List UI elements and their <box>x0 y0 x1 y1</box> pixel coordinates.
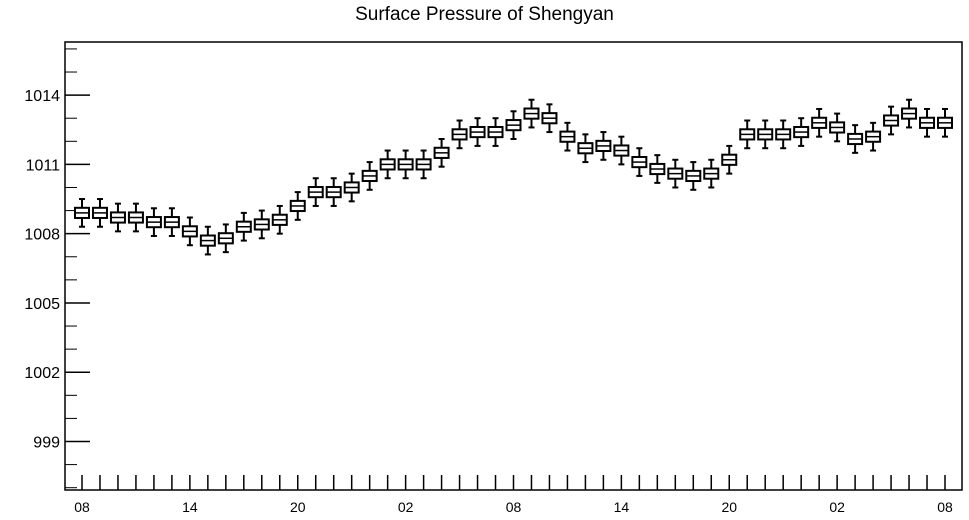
box-item <box>127 202 144 233</box>
box-item <box>307 177 324 207</box>
box-item <box>91 198 108 228</box>
box-item <box>199 225 216 256</box>
box-item <box>811 107 828 138</box>
box-item <box>163 207 180 237</box>
y-tick-label: 1014 <box>24 88 60 105</box>
box-item <box>505 110 522 140</box>
box-item <box>433 137 450 168</box>
box-item <box>451 119 468 150</box>
box-item <box>289 191 306 221</box>
box-item <box>721 144 738 175</box>
x-axis: 08 14 20 02 08 14 20 02 08 <box>74 475 953 515</box>
box-item <box>775 119 792 150</box>
y-tick-label: 1008 <box>24 227 60 244</box>
box-item <box>757 119 774 150</box>
box-item <box>613 135 630 166</box>
box-item <box>685 161 702 191</box>
box-item <box>253 209 270 240</box>
box-item <box>145 207 162 237</box>
box-item <box>217 223 234 254</box>
box-item <box>235 211 252 242</box>
box-item <box>74 198 90 228</box>
box-item <box>703 158 720 189</box>
box-item <box>415 149 432 180</box>
x-tick-label: 08 <box>937 499 953 515</box>
box-item <box>397 149 414 180</box>
box-item <box>541 103 558 134</box>
x-tick-label: 08 <box>506 499 522 515</box>
y-axis: 999 1002 1005 1008 1011 1014 <box>24 48 90 489</box>
box-item <box>523 98 540 129</box>
x-tick-label: 08 <box>74 499 90 515</box>
x-tick-label: 14 <box>182 499 198 515</box>
box-item <box>919 107 936 138</box>
box-item <box>487 117 504 147</box>
box-item <box>325 177 342 207</box>
x-tick-label: 14 <box>614 499 630 515</box>
plot-frame <box>64 41 963 491</box>
x-tick-label: 02 <box>398 499 414 515</box>
box-item <box>577 133 594 164</box>
box-item <box>379 149 396 180</box>
chart-title: Surface Pressure of Shengyan <box>355 4 614 25</box>
x-tick-label: 20 <box>721 499 737 515</box>
box-item <box>865 121 882 152</box>
y-tick-label: 999 <box>33 435 60 452</box>
y-tick-label: 1011 <box>26 157 61 174</box>
box-item <box>883 105 900 136</box>
y-tick-label: 1002 <box>24 365 60 382</box>
box-item <box>901 98 918 129</box>
box-item <box>559 121 576 152</box>
x-tick-label: 20 <box>290 499 306 515</box>
box-item <box>631 147 648 177</box>
box-item <box>649 154 666 184</box>
box-item <box>667 158 684 189</box>
box-item <box>829 112 846 143</box>
box-item <box>109 202 126 233</box>
box-item <box>937 107 953 138</box>
box-item <box>271 204 288 235</box>
box-item <box>847 124 864 154</box>
y-tick-label: 1005 <box>24 296 60 313</box>
box-item <box>469 117 486 147</box>
box-item <box>343 172 360 203</box>
boxes <box>74 98 953 256</box>
x-tick-label: 02 <box>829 499 845 515</box>
box-item <box>739 119 756 150</box>
box-item <box>181 216 198 247</box>
box-item <box>793 117 810 147</box>
box-item <box>595 131 612 161</box>
box-item <box>361 161 378 191</box>
